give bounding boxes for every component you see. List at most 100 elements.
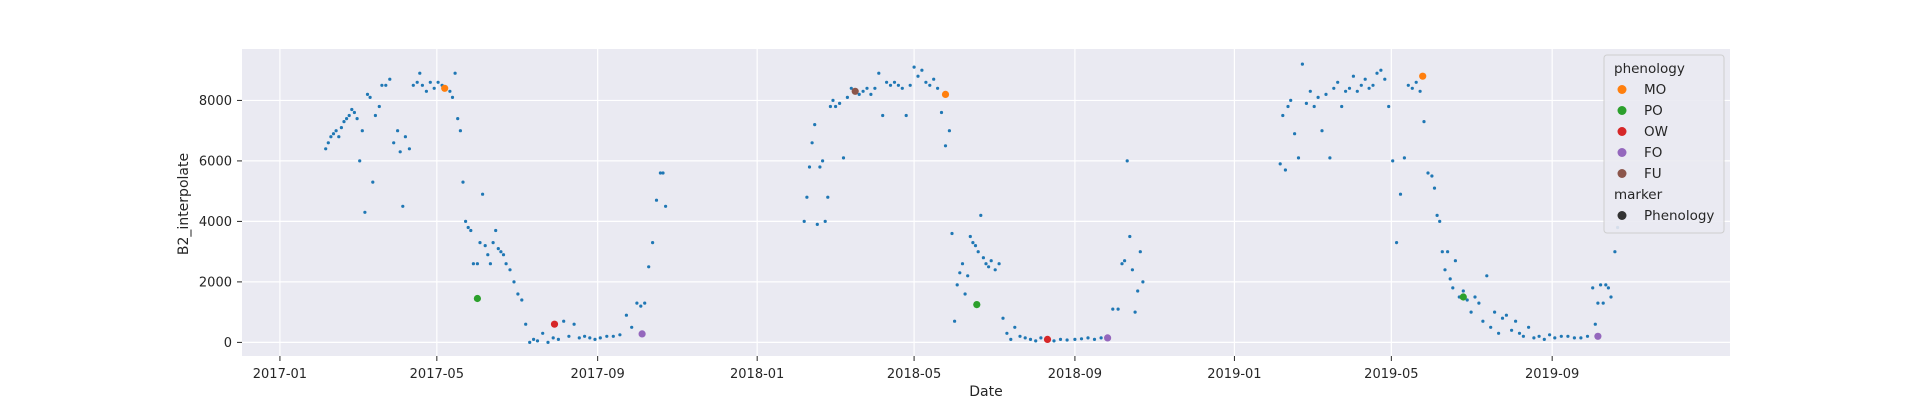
legend-marker-phenology bbox=[1617, 211, 1627, 220]
data-point bbox=[583, 334, 587, 338]
data-point bbox=[1391, 159, 1395, 163]
data-point bbox=[857, 92, 861, 96]
data-point bbox=[501, 253, 506, 257]
data-point bbox=[1410, 86, 1414, 90]
data-point bbox=[396, 129, 400, 133]
data-point bbox=[908, 83, 912, 87]
legend-title-phenology: phenology bbox=[1614, 61, 1685, 77]
data-point bbox=[1328, 156, 1332, 160]
data-point bbox=[1065, 338, 1069, 342]
data-point bbox=[1320, 129, 1324, 133]
data-point bbox=[869, 92, 873, 96]
data-point bbox=[1559, 334, 1563, 338]
data-point bbox=[1383, 77, 1387, 81]
data-point bbox=[1013, 325, 1017, 329]
data-point bbox=[432, 86, 436, 90]
data-point bbox=[828, 104, 833, 109]
data-point bbox=[1073, 337, 1077, 341]
x-tick-label: 2018-09 bbox=[1048, 367, 1102, 382]
data-point bbox=[475, 262, 479, 266]
data-point bbox=[1123, 259, 1127, 263]
data-point bbox=[512, 280, 516, 284]
data-point bbox=[1379, 68, 1383, 72]
data-point bbox=[888, 83, 893, 87]
data-point bbox=[939, 110, 944, 115]
data-point bbox=[900, 86, 904, 90]
data-point bbox=[1591, 286, 1595, 290]
data-point bbox=[1585, 334, 1590, 338]
data-point bbox=[813, 123, 817, 127]
phenology-point-ow bbox=[550, 320, 559, 328]
x-axis-label: Date bbox=[969, 384, 1002, 400]
phenology-point-po bbox=[973, 301, 981, 309]
data-point bbox=[1099, 336, 1103, 340]
data-point bbox=[920, 68, 924, 72]
x-tick-label: 2017-01 bbox=[253, 367, 307, 382]
data-point bbox=[611, 334, 615, 338]
data-point bbox=[488, 262, 492, 266]
data-point bbox=[841, 156, 846, 160]
data-point bbox=[1514, 319, 1518, 323]
data-point bbox=[1141, 280, 1145, 284]
legend-title-marker: marker bbox=[1614, 187, 1663, 203]
legend-marker-fu bbox=[1617, 169, 1627, 178]
plot-area-background bbox=[242, 49, 1730, 356]
data-point bbox=[358, 159, 362, 163]
data-point bbox=[469, 228, 473, 233]
x-tick-label: 2019-09 bbox=[1525, 367, 1579, 382]
data-point bbox=[924, 80, 928, 84]
data-point bbox=[481, 192, 485, 196]
data-point bbox=[1351, 74, 1355, 78]
data-point bbox=[865, 86, 869, 90]
data-point bbox=[1443, 268, 1447, 272]
data-point bbox=[838, 101, 842, 105]
y-tick-label: 0 bbox=[224, 336, 232, 351]
phenology-point-mo bbox=[941, 90, 950, 98]
data-point bbox=[1599, 283, 1603, 287]
data-point bbox=[1079, 337, 1084, 341]
data-point bbox=[458, 129, 462, 133]
data-point bbox=[1469, 310, 1473, 314]
phenology-point-ow bbox=[1043, 335, 1052, 343]
data-point bbox=[1485, 274, 1489, 278]
data-point bbox=[1138, 250, 1142, 254]
data-point bbox=[1566, 334, 1570, 338]
data-point bbox=[1371, 83, 1375, 87]
data-point bbox=[643, 301, 647, 305]
data-point bbox=[598, 336, 602, 340]
data-point bbox=[339, 126, 343, 130]
data-point bbox=[415, 80, 419, 84]
y-tick-labels: 0 2000 4000 6000 8000 bbox=[199, 94, 242, 351]
data-point bbox=[1548, 333, 1552, 337]
data-point bbox=[873, 86, 877, 90]
data-point bbox=[541, 331, 545, 335]
data-point bbox=[1461, 289, 1465, 293]
data-point bbox=[528, 340, 532, 344]
data-point bbox=[448, 89, 452, 93]
data-point bbox=[1517, 331, 1522, 335]
data-point bbox=[478, 241, 482, 245]
data-point bbox=[1606, 286, 1610, 290]
phenology-point-po bbox=[1459, 293, 1467, 301]
x-tick-label: 2019-05 bbox=[1364, 367, 1418, 382]
data-point bbox=[936, 86, 940, 90]
data-point bbox=[1316, 95, 1320, 99]
data-point bbox=[635, 301, 639, 305]
data-point bbox=[1324, 92, 1328, 96]
data-point bbox=[1537, 334, 1541, 338]
data-point bbox=[350, 107, 354, 112]
data-point bbox=[997, 262, 1001, 266]
data-point bbox=[1500, 316, 1505, 320]
data-point bbox=[347, 113, 351, 118]
data-point bbox=[461, 180, 465, 184]
data-point bbox=[1304, 101, 1308, 105]
data-point bbox=[823, 219, 827, 223]
data-point bbox=[664, 204, 668, 208]
data-point bbox=[388, 77, 392, 81]
y-tick-label: 4000 bbox=[199, 215, 232, 230]
data-point bbox=[464, 219, 468, 223]
data-point bbox=[1609, 295, 1613, 299]
data-point bbox=[593, 337, 597, 341]
data-point bbox=[1596, 301, 1600, 305]
